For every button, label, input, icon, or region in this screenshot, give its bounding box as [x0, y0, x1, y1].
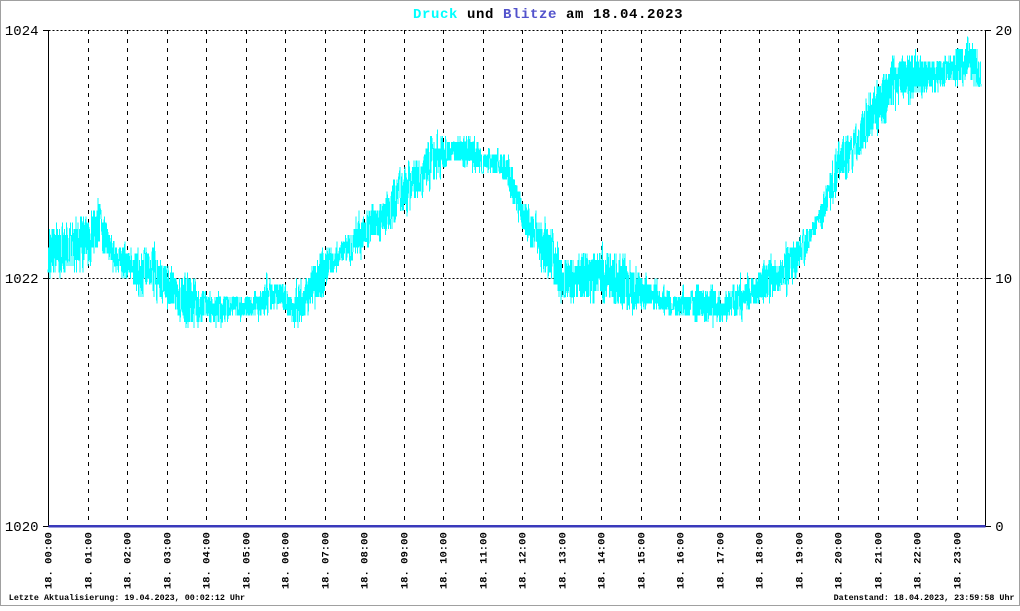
svg-text:18. 07:00: 18. 07:00 — [320, 532, 332, 589]
svg-text:18. 21:00: 18. 21:00 — [873, 532, 885, 589]
svg-text:1020: 1020 — [5, 520, 39, 536]
svg-text:18. 18:00: 18. 18:00 — [754, 532, 766, 589]
svg-text:18. 10:00: 18. 10:00 — [438, 532, 450, 589]
svg-text:Druck und Blitze am 18.04.2023: Druck und Blitze am 18.04.2023 — [413, 7, 683, 23]
svg-text:18. 13:00: 18. 13:00 — [557, 532, 569, 589]
svg-text:18. 20:00: 18. 20:00 — [833, 532, 845, 589]
svg-text:18. 17:00: 18. 17:00 — [715, 532, 727, 589]
svg-text:18. 04:00: 18. 04:00 — [201, 532, 213, 589]
svg-text:18. 05:00: 18. 05:00 — [241, 532, 253, 589]
svg-text:18. 08:00: 18. 08:00 — [359, 532, 371, 589]
svg-text:18. 15:00: 18. 15:00 — [636, 532, 648, 589]
svg-text:18. 14:00: 18. 14:00 — [596, 532, 608, 589]
svg-text:18. 19:00: 18. 19:00 — [794, 532, 806, 589]
svg-text:18. 06:00: 18. 06:00 — [280, 532, 292, 589]
svg-text:0: 0 — [995, 520, 1003, 536]
svg-text:Datenstand: 18.04.2023, 23:59:: Datenstand: 18.04.2023, 23:59:58 Uhr — [834, 593, 1015, 603]
svg-text:18. 11:00: 18. 11:00 — [478, 532, 490, 589]
svg-text:20: 20 — [995, 24, 1012, 40]
svg-text:18. 01:00: 18. 01:00 — [83, 532, 95, 589]
svg-text:18. 16:00: 18. 16:00 — [675, 532, 687, 589]
svg-text:18. 12:00: 18. 12:00 — [517, 532, 529, 589]
svg-text:18. 02:00: 18. 02:00 — [122, 532, 134, 589]
svg-text:18. 03:00: 18. 03:00 — [162, 532, 174, 589]
svg-text:1024: 1024 — [5, 24, 39, 40]
svg-text:18. 23:00: 18. 23:00 — [952, 532, 964, 589]
svg-text:10: 10 — [995, 272, 1012, 288]
svg-text:18. 09:00: 18. 09:00 — [399, 532, 411, 589]
svg-text:Letzte Aktualisierung: 19.04.2: Letzte Aktualisierung: 19.04.2023, 00:02… — [9, 593, 245, 603]
svg-text:1022: 1022 — [5, 272, 39, 288]
svg-text:18. 00:00: 18. 00:00 — [43, 532, 55, 589]
svg-text:18. 22:00: 18. 22:00 — [912, 532, 924, 589]
